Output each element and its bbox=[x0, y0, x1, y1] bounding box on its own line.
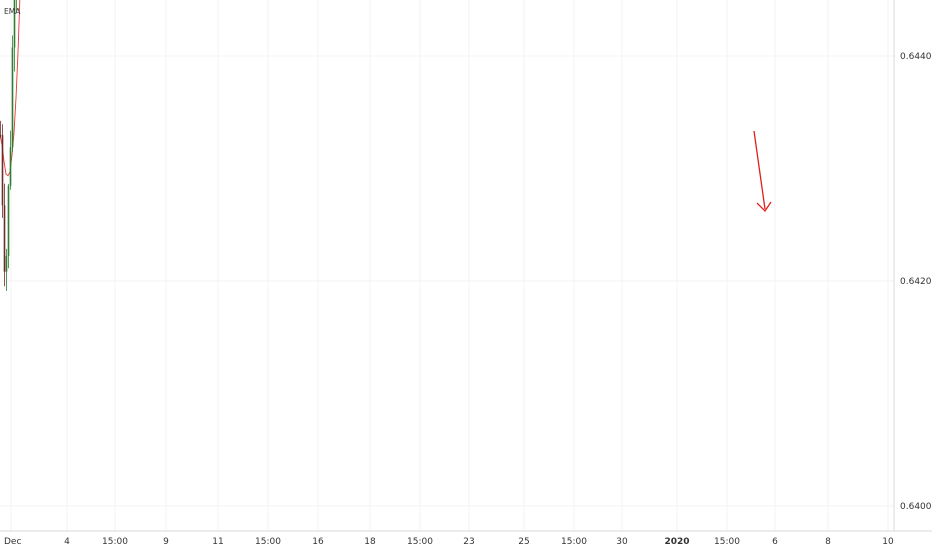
time-tick-label: 10 bbox=[882, 537, 894, 547]
arrow-head bbox=[756, 201, 772, 213]
time-tick-label: 15:00 bbox=[561, 537, 587, 547]
time-tick-label: 15:00 bbox=[714, 537, 740, 547]
price-axis-bg bbox=[894, 0, 932, 531]
time-tick-label: 15:00 bbox=[407, 537, 433, 547]
candle-body bbox=[7, 185, 10, 256]
time-tick-label: 15:00 bbox=[255, 537, 281, 547]
time-tick-label: 16 bbox=[312, 537, 324, 547]
indicator-label: EMA bbox=[4, 7, 21, 16]
projection-arrow bbox=[753, 130, 772, 213]
candle-body bbox=[0, 134, 2, 136]
candle-body bbox=[3, 205, 6, 272]
time-tick-label: 6 bbox=[772, 537, 778, 547]
time-tick-label: 8 bbox=[825, 537, 831, 547]
time-tick-label: 4 bbox=[64, 537, 70, 547]
time-tick-label: 25 bbox=[518, 537, 529, 547]
time-tick-label: Dec bbox=[4, 537, 21, 547]
candle-body bbox=[5, 255, 8, 272]
ema-line bbox=[0, 0, 21, 177]
price-axis[interactable]: 0.678000.676000.674000.672000.670000.668… bbox=[900, 0, 932, 512]
candle-body bbox=[11, 47, 14, 148]
price-tick-label: 0.64000 bbox=[900, 502, 932, 512]
time-tick-label: 18 bbox=[364, 537, 376, 547]
grid-lines bbox=[0, 0, 894, 531]
arrow-shaft bbox=[753, 130, 766, 210]
time-tick-label: 23 bbox=[463, 537, 474, 547]
ema-path bbox=[0, 0, 21, 177]
candle-body bbox=[13, 0, 16, 48]
candle-body bbox=[9, 147, 12, 186]
time-axis[interactable]: Dec 4 15:00 9 11 15:00 16 18 15:00 23 25 15:00 30 202… bbox=[4, 537, 894, 547]
time-tick-label: 11 bbox=[212, 537, 223, 547]
time-tick-label: 2020 bbox=[664, 537, 689, 547]
candle-body bbox=[1, 135, 4, 206]
time-tick-label: 15:00 bbox=[102, 537, 128, 547]
time-tick-label: 30 bbox=[616, 537, 628, 547]
time-tick-label: 9 bbox=[163, 537, 169, 547]
candle-series bbox=[0, 0, 17, 291]
